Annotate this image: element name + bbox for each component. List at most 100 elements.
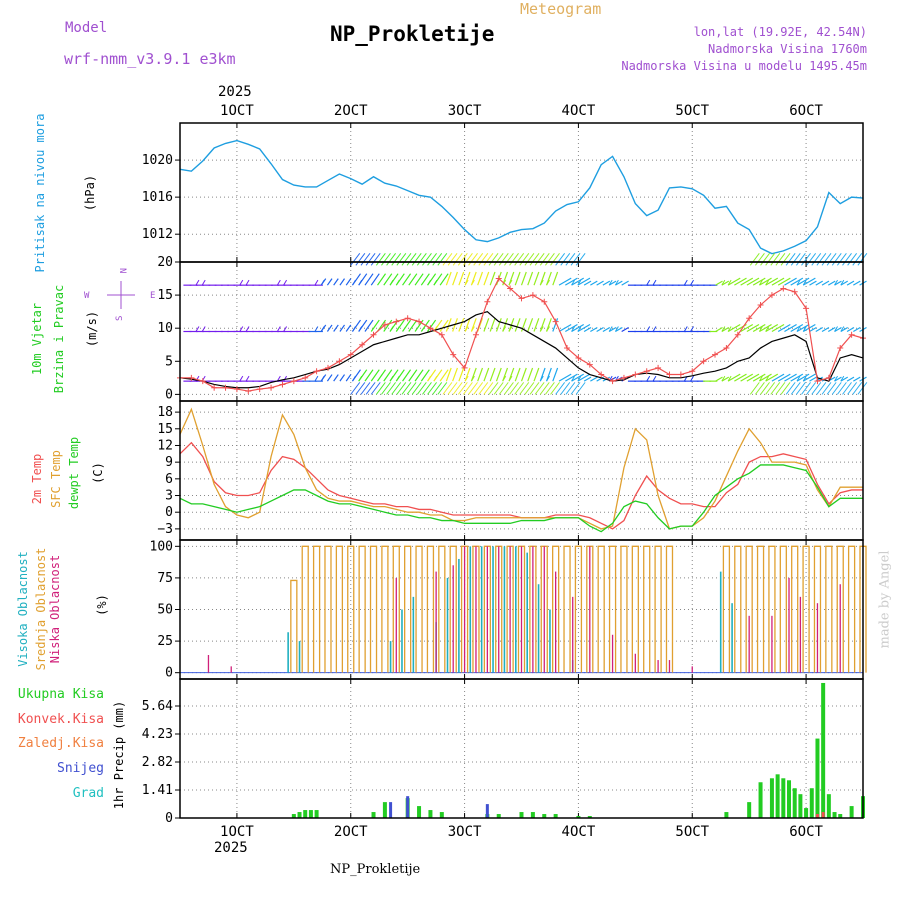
wind-barb: [784, 373, 797, 382]
wind-barb: [520, 271, 527, 286]
wind-barb: [452, 367, 458, 382]
wind-barb: [463, 382, 473, 395]
wind-barb-flag: [571, 279, 576, 286]
wind-barb-flag: [690, 326, 694, 332]
wind-gust-marker: [723, 345, 730, 352]
wind-barb: [765, 373, 779, 382]
wind-barb-flag: [464, 375, 469, 382]
year-bottom: 2025: [214, 840, 248, 856]
wind-barb: [406, 253, 417, 266]
wind-barb: [852, 382, 863, 395]
wind-gust-marker: [529, 292, 536, 299]
wind-barb: [796, 277, 810, 286]
wind-barb: [489, 367, 496, 382]
wind-barb-flag: [614, 326, 619, 332]
wind-barb-flag: [834, 375, 838, 382]
wind-barb: [734, 373, 747, 382]
wind-barb: [411, 253, 422, 266]
wind-barb-flag: [395, 326, 400, 332]
wind-barb: [796, 373, 810, 382]
wind-barb: [483, 382, 494, 395]
panel-frame: [179, 400, 864, 541]
wind-gust-marker: [256, 386, 263, 393]
wind-barb: [842, 253, 852, 266]
y-tick-label: 15: [157, 422, 173, 437]
wind-barb: [355, 253, 366, 266]
y-tick-label: 10: [157, 321, 173, 336]
precip-total-bar: [553, 814, 558, 818]
wind-barb: [527, 367, 534, 382]
wind-barb-flag: [352, 375, 356, 382]
wind-barb: [432, 253, 443, 266]
wind-barb: [802, 373, 816, 382]
wind-barb-flag: [683, 279, 688, 286]
wind-barb: [401, 382, 412, 395]
mid-cloud-bar: [813, 545, 822, 673]
wind-barb: [565, 323, 578, 333]
wind-barb-flag: [727, 326, 732, 332]
wind-barb: [734, 277, 747, 286]
wind-barb: [821, 382, 832, 395]
wind-barb-flag: [433, 375, 438, 382]
mid-cloud-bar: [426, 545, 435, 673]
wind-barb: [809, 326, 817, 333]
y-tick-label: 9: [165, 455, 173, 470]
mid-cloud-bar: [392, 545, 400, 673]
wind-barb: [534, 253, 545, 266]
wind-barb: [458, 367, 465, 382]
y-tick-label: 5.64: [142, 699, 173, 714]
wind-barb-flag: [758, 326, 763, 332]
wind-barb: [386, 253, 397, 266]
wind-barb: [777, 373, 791, 382]
model-altitude-readout: Nadmorska Visina u modelu 1495.45m: [621, 59, 867, 73]
wind-barb: [721, 280, 730, 286]
wind-barb-flag: [840, 375, 845, 382]
precip-total-bar: [815, 738, 820, 818]
y-tick-label: 0: [165, 505, 173, 520]
wind-barb: [370, 253, 381, 266]
pressure-line: [179, 139, 864, 255]
wind-barb-flag: [539, 375, 544, 382]
wind-barb: [370, 319, 380, 332]
wind-barb-flag: [276, 279, 281, 286]
wind-barb: [790, 373, 804, 382]
wind-barb: [339, 278, 346, 286]
precip-total-bar: [439, 812, 444, 818]
wind-barb: [802, 277, 816, 286]
wind-barb: [504, 253, 514, 266]
wind-gust-marker: [746, 315, 753, 322]
mid-cloud-bar: [597, 545, 605, 673]
wind-barb: [339, 374, 346, 382]
wind-gust-marker: [780, 285, 787, 292]
wind-barb-flag: [614, 279, 619, 286]
wind-gust-marker: [598, 371, 605, 378]
wind-barb: [571, 277, 585, 286]
wind-barb: [514, 253, 525, 266]
wind-barb: [452, 253, 463, 266]
wind-barb-flag: [802, 326, 807, 332]
wind-barb: [827, 326, 836, 333]
y-tick-label: 4.23: [142, 727, 173, 742]
wind-barb: [527, 271, 534, 286]
mid-cloud-bar: [347, 545, 355, 673]
wind-barb: [383, 369, 393, 382]
wind-barb-flag: [395, 375, 400, 382]
x-tick-label-bottom: 2OCT: [334, 824, 368, 840]
wind-barb: [414, 369, 424, 382]
precip-total-bar: [496, 814, 501, 818]
y-tick-label: 6: [165, 472, 173, 487]
wind-gust-marker: [620, 374, 627, 381]
wind-barb-flag: [765, 375, 770, 382]
wind-gust-marker: [837, 345, 844, 352]
mid-cloud-bar: [791, 545, 799, 673]
wind-barb: [831, 382, 842, 395]
wind-barb: [463, 253, 473, 266]
mid-cloud-bar: [449, 545, 457, 673]
x-tick-label-bottom: 6OCT: [789, 824, 823, 840]
wind-barb: [550, 253, 560, 266]
precip-total-bar: [417, 806, 422, 818]
wind-barb: [565, 382, 576, 395]
wind-barb: [345, 374, 352, 382]
wind-barb-flag: [276, 326, 281, 332]
